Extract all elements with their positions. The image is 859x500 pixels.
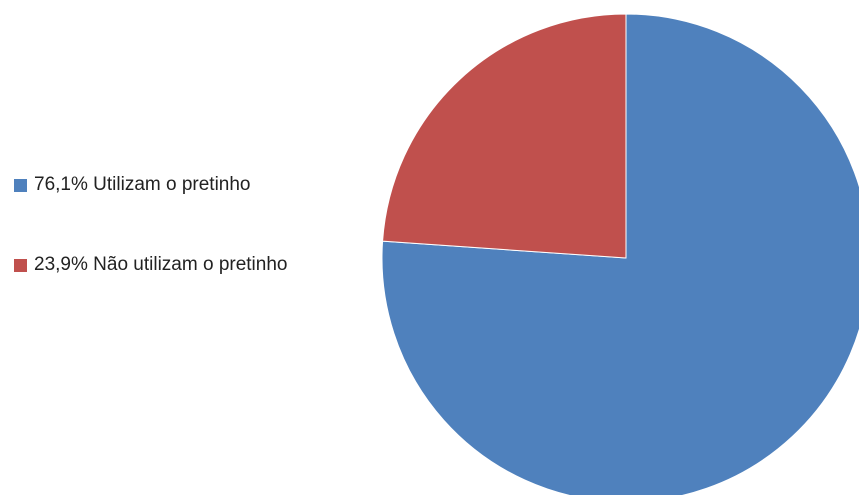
legend-label-nao-utilizam: 23,9% Não utilizam o pretinho	[34, 254, 288, 275]
legend-item-utilizam: 76,1% Utilizam o pretinho	[14, 172, 304, 197]
pie-slice-utilizam	[381, 13, 859, 500]
legend-swatch-utilizam	[14, 179, 27, 192]
legend-item-nao-utilizam: 23,9% Não utilizam o pretinho	[14, 252, 304, 277]
legend-label-utilizam: 76,1% Utilizam o pretinho	[34, 174, 251, 195]
pie-slice-nao-utilizam	[382, 13, 627, 259]
legend-swatch-nao-utilizam	[14, 259, 27, 272]
chart-legend: 76,1% Utilizam o pretinho 23,9% Não util…	[14, 172, 304, 277]
